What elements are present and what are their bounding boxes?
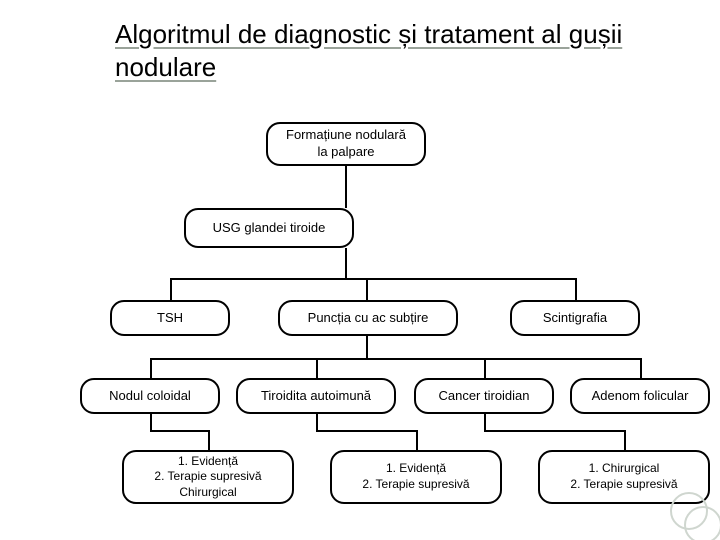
connector [416, 430, 418, 450]
flowchart-node-n1: Formațiune nodulară la palpare [266, 122, 426, 166]
connector [150, 414, 152, 430]
connector [316, 414, 318, 430]
flowchart-node-n2: USG glandei tiroide [184, 208, 354, 248]
flowchart-node-n5: Scintigrafia [510, 300, 640, 336]
connector [316, 430, 416, 432]
node-label: Nodul coloidal [109, 388, 191, 405]
connector [208, 430, 210, 450]
connector [366, 336, 368, 358]
node-label: Formațiune nodulară la palpare [286, 127, 406, 161]
node-label: 1. Evidență 2. Terapie supresivă [362, 461, 469, 492]
connector [640, 358, 642, 378]
node-label: TSH [157, 310, 183, 327]
connector [345, 248, 347, 278]
connector [366, 278, 368, 300]
connector [170, 278, 172, 300]
flowchart-node-n8: Cancer tiroidian [414, 378, 554, 414]
node-label: Puncția cu ac subțire [308, 310, 429, 327]
connector [575, 278, 577, 300]
connector [170, 278, 575, 280]
connector [345, 166, 347, 208]
flowchart-node-n4: Puncția cu ac subțire [278, 300, 458, 336]
connector [150, 430, 208, 432]
connector [484, 358, 486, 378]
connector [484, 414, 486, 430]
connector [150, 358, 640, 360]
node-label: Tiroidita autoimună [261, 388, 371, 405]
node-label: Adenom folicular [592, 388, 689, 405]
flowchart-node-n3: TSH [110, 300, 230, 336]
flowchart-node-n9: Adenom folicular [570, 378, 710, 414]
node-label: Cancer tiroidian [438, 388, 529, 405]
node-label: 1. Evidență 2. Terapie supresivă Chirurg… [154, 454, 261, 501]
flowchart-node-n7: Tiroidita autoimună [236, 378, 396, 414]
connector [150, 358, 152, 378]
connector [484, 430, 624, 432]
flowchart-node-n6: Nodul coloidal [80, 378, 220, 414]
connector [624, 430, 626, 450]
slide-title: Algoritmul de diagnostic și tratament al… [115, 18, 655, 83]
deco-circle [684, 506, 720, 540]
flowchart-node-n10: 1. Evidență 2. Terapie supresivă Chirurg… [122, 450, 294, 504]
node-label: Scintigrafia [543, 310, 607, 327]
connector [316, 358, 318, 378]
flowchart-node-n11: 1. Evidență 2. Terapie supresivă [330, 450, 502, 504]
node-label: USG glandei tiroide [213, 220, 326, 237]
node-label: 1. Chirurgical 2. Terapie supresivă [570, 461, 677, 492]
